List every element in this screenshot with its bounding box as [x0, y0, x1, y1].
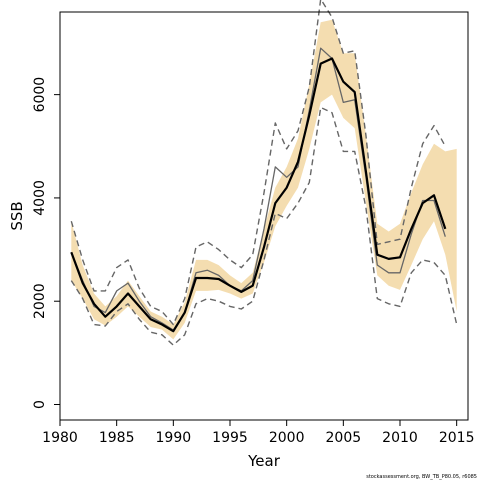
- previous-upper-line: [70, 0, 446, 326]
- y-tick-label: 4000: [32, 180, 48, 216]
- plot-layer: [70, 0, 458, 346]
- estimate-line: [70, 57, 447, 333]
- x-axis-title: Year: [247, 452, 281, 470]
- y-tick-label: 0: [32, 400, 48, 409]
- x-tick-label: 2005: [326, 430, 362, 446]
- y-axis-title: SSB: [8, 201, 26, 230]
- x-tick-label: 2015: [439, 430, 475, 446]
- x-tick-label: 1985: [99, 430, 135, 446]
- y-axis: 0 2000 4000 6000: [32, 77, 61, 409]
- previous-lower-line: [70, 106, 458, 346]
- y-tick-label: 6000: [32, 77, 48, 113]
- x-axis: 1980 1985 1990 1995 2000 2005 2010 2015: [42, 419, 475, 446]
- confidence-band: [71, 19, 457, 340]
- x-tick-label: 1995: [212, 430, 248, 446]
- x-tick-label: 1980: [42, 430, 78, 446]
- footnote: stockassessment.org, BW_TB_P80.05, r6085: [366, 474, 477, 480]
- y-tick-label: 2000: [32, 283, 48, 319]
- x-tick-label: 1990: [156, 430, 192, 446]
- x-tick-label: 2010: [382, 430, 418, 446]
- previous-estimate-line: [70, 47, 446, 331]
- x-tick-label: 2000: [269, 430, 305, 446]
